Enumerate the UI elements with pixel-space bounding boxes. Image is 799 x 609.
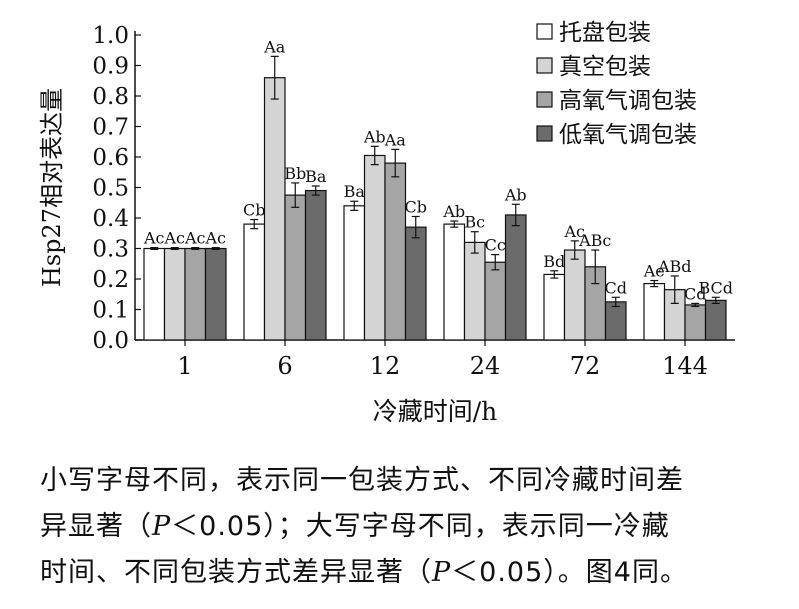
y-axis-label: Hsp27相对表达量 — [38, 88, 66, 287]
data-label: Ba — [344, 182, 366, 201]
data-label: ABc — [578, 231, 611, 250]
legend-swatch — [536, 23, 553, 40]
data-label: Bc — [464, 213, 485, 232]
x-tick-label: 24 — [470, 352, 501, 380]
x-tick-label: 72 — [570, 352, 601, 380]
bar-chart: 0.0 0.1 0.2 0.3 0.4 0.5 0.6 0.7 0.8 0.9 1.0 Hsp27相对… — [38, 20, 735, 426]
figure-caption: 小写字母不同，表示同一包装方式、不同冷藏时间差 异显著（P＜0.05）；大写字母… — [40, 458, 780, 596]
data-label: Ac — [163, 229, 185, 248]
bar — [484, 261, 507, 341]
legend-label: 真空包装 — [559, 54, 651, 80]
chart-canvas: 0.0 0.1 0.2 0.3 0.4 0.5 0.6 0.7 0.8 0.9 1.0 Hsp27相对… — [38, 20, 735, 426]
y-tick-label: 0.6 — [92, 145, 129, 171]
bar — [643, 282, 666, 341]
caption-line-3: 时间、不同包装方式差异显著（P＜0.05）。图4同。 — [40, 550, 780, 596]
bar — [504, 214, 527, 341]
bar — [163, 247, 186, 341]
y-tick-label: 0.8 — [92, 84, 129, 110]
data-label: Cd — [684, 284, 706, 303]
data-label: ABd — [657, 257, 692, 276]
legend-label: 低氧气调包装 — [559, 122, 697, 148]
caption-line-2-text-b: ＜0.05）；大写字母不同，表示同一冷藏 — [171, 511, 670, 542]
bar — [343, 205, 366, 341]
y-tick-label: 0.5 — [92, 176, 129, 202]
bar — [404, 226, 427, 341]
legend-label: 托盘包装 — [559, 20, 651, 46]
data-label: Aa — [384, 130, 407, 149]
caption-line-3-text-b: ＜0.05）。图4同。 — [451, 557, 688, 588]
y-tick-label: 0.7 — [92, 115, 129, 141]
x-tick-label: 1 — [177, 352, 192, 380]
caption-line-3-p: P — [432, 557, 452, 588]
bar — [563, 249, 586, 341]
data-label: Bb — [284, 164, 306, 183]
y-tick-label: 0.3 — [92, 237, 129, 263]
bar — [543, 273, 566, 341]
data-label: Cc — [485, 236, 506, 255]
y-tick-label: 1.0 — [92, 23, 129, 49]
data-label: Ae — [643, 262, 665, 281]
bar — [443, 223, 466, 341]
legend-swatch — [536, 57, 553, 74]
y-tick-label: 0.0 — [92, 328, 129, 354]
bar — [704, 299, 727, 341]
bar — [684, 304, 707, 341]
bar — [263, 77, 286, 341]
data-label: Ac — [184, 229, 206, 248]
bar — [384, 162, 407, 341]
bar — [184, 247, 207, 341]
data-label: Ac — [204, 229, 226, 248]
legend-swatch — [536, 125, 553, 142]
data-label: Ab — [363, 127, 386, 146]
caption-line-3-text-a: 时间、不同包装方式差异显著（ — [40, 557, 432, 588]
data-label: Ab — [504, 185, 527, 204]
data-label: Ac — [143, 229, 165, 248]
bar — [143, 247, 166, 341]
caption-line-2-p: P — [152, 511, 172, 542]
data-label: Ac — [563, 222, 585, 241]
x-axis-label: 冷藏时间/h — [373, 397, 498, 426]
bar — [243, 223, 266, 341]
y-tick-label: 0.2 — [92, 267, 129, 293]
caption-line-1-text: 小写字母不同，表示同一包装方式、不同冷藏时间差 — [40, 465, 684, 496]
data-label: Cb — [405, 197, 427, 216]
legend-swatch — [536, 91, 553, 108]
data-label: Cd — [605, 278, 627, 297]
bar — [284, 194, 307, 341]
bar — [463, 241, 486, 341]
caption-line-1: 小写字母不同，表示同一包装方式、不同冷藏时间差 — [40, 458, 780, 504]
data-label: Ab — [442, 202, 465, 221]
x-tick-label: 12 — [370, 352, 401, 380]
y-tick-label: 0.1 — [92, 298, 129, 324]
y-tick-label: 0.9 — [92, 54, 129, 80]
data-label: Bd — [543, 252, 565, 271]
bar — [363, 154, 386, 341]
x-tick-label: 6 — [277, 352, 292, 380]
x-tick-label: 144 — [662, 352, 708, 380]
bar — [204, 247, 227, 341]
caption-line-2-text-a: 异显著（ — [40, 511, 152, 542]
data-label: Aa — [263, 37, 286, 56]
bar — [604, 301, 627, 341]
data-label: Ba — [305, 167, 327, 186]
y-tick-label: 0.4 — [92, 206, 129, 232]
data-label: BCd — [698, 278, 733, 297]
data-label: Cb — [243, 201, 265, 220]
legend-label: 高氧气调包装 — [559, 88, 697, 114]
bar — [304, 189, 327, 341]
caption-line-2: 异显著（P＜0.05）；大写字母不同，表示同一冷藏 — [40, 504, 780, 550]
